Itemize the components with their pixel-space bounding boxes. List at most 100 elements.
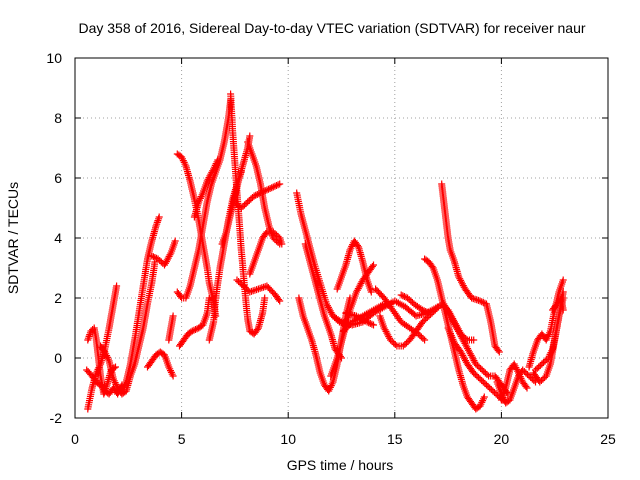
series-track-7	[148, 237, 179, 269]
series-track-9	[173, 96, 235, 302]
data-point	[559, 288, 567, 296]
data-point	[484, 383, 492, 390]
data-point	[366, 320, 374, 327]
data-point	[205, 294, 213, 302]
series-track-11	[176, 294, 213, 350]
series-track-33	[440, 300, 512, 398]
series-track-32	[421, 255, 488, 413]
data-point	[416, 332, 424, 339]
data-point	[523, 384, 531, 392]
data-point	[472, 360, 480, 368]
data-point	[239, 203, 247, 210]
data-point	[477, 365, 485, 372]
data-point	[365, 319, 373, 327]
data-point	[541, 357, 549, 365]
data-point	[480, 393, 488, 401]
data-point	[470, 336, 478, 344]
data-point	[192, 326, 199, 333]
data-point	[559, 306, 567, 314]
series-track-16	[244, 138, 284, 248]
data-point	[336, 317, 344, 325]
data-points	[83, 90, 567, 413]
data-point	[276, 180, 284, 188]
data-point	[149, 253, 157, 261]
series-track-6	[144, 348, 177, 380]
data-point	[483, 381, 490, 389]
data-point	[405, 296, 413, 303]
data-point	[401, 341, 409, 348]
data-point	[378, 301, 386, 309]
data-point	[148, 252, 156, 260]
data-point	[169, 312, 177, 320]
data-point	[537, 377, 545, 384]
data-point	[417, 333, 425, 341]
series-track-18	[246, 228, 286, 278]
data-point	[236, 279, 244, 287]
series-track-8	[165, 312, 177, 344]
data-point	[431, 306, 439, 314]
chart-title: Day 358 of 2016, Sidereal Day-to-day VTE…	[78, 20, 585, 36]
data-point	[87, 327, 95, 335]
data-point	[238, 281, 246, 288]
x-tick-label: 0	[71, 431, 79, 447]
data-point	[479, 299, 487, 306]
data-point	[404, 294, 412, 302]
data-point	[250, 192, 258, 200]
data-point	[241, 201, 248, 209]
data-point	[368, 320, 376, 328]
data-point	[258, 188, 266, 196]
data-point	[470, 369, 478, 377]
data-point	[234, 201, 242, 209]
data-point	[370, 321, 377, 329]
y-tick-label: 6	[54, 170, 62, 186]
data-point	[479, 378, 487, 386]
series-track-17	[233, 276, 284, 305]
data-point	[478, 298, 486, 306]
data-point	[169, 372, 177, 380]
data-point	[155, 213, 163, 221]
data-point	[524, 371, 531, 378]
data-point	[263, 186, 271, 194]
data-point	[481, 380, 489, 387]
data-point	[209, 167, 217, 175]
series-track-5	[118, 213, 163, 395]
data-point	[539, 375, 547, 383]
data-point	[397, 291, 405, 299]
data-point	[494, 347, 502, 354]
x-axis-label: GPS time / hours	[287, 457, 394, 473]
series-track-39	[529, 294, 567, 386]
data-point	[425, 309, 433, 317]
data-point	[237, 204, 245, 212]
data-point	[253, 326, 261, 333]
axis-ticks: 0 5 10 15 20 25 -2 0 2 4 6 8 10	[46, 50, 616, 447]
data-point	[527, 374, 535, 381]
x-tick-label: 10	[280, 431, 296, 447]
series-track-31	[438, 180, 503, 356]
data-point	[420, 317, 428, 324]
data-point	[536, 362, 544, 369]
data-point	[187, 328, 195, 336]
data-point	[435, 303, 442, 311]
data-point	[231, 198, 239, 206]
data-point	[489, 387, 497, 395]
data-point	[475, 374, 482, 381]
data-point	[368, 263, 376, 270]
data-point	[269, 228, 277, 236]
x-tick-label: 5	[178, 431, 186, 447]
data-point	[400, 293, 408, 300]
data-point	[495, 348, 503, 356]
data-point	[387, 336, 394, 344]
data-point	[235, 278, 243, 285]
data-point	[403, 339, 410, 347]
data-point	[471, 371, 479, 378]
data-point	[419, 318, 426, 326]
grid	[75, 58, 608, 418]
data-point	[421, 336, 429, 344]
data-point	[390, 339, 398, 347]
y-tick-label: 2	[54, 290, 62, 306]
data-point	[475, 363, 483, 371]
data-point	[242, 200, 250, 207]
series-track-19	[231, 180, 284, 212]
data-point	[536, 378, 544, 386]
data-point	[522, 369, 530, 377]
